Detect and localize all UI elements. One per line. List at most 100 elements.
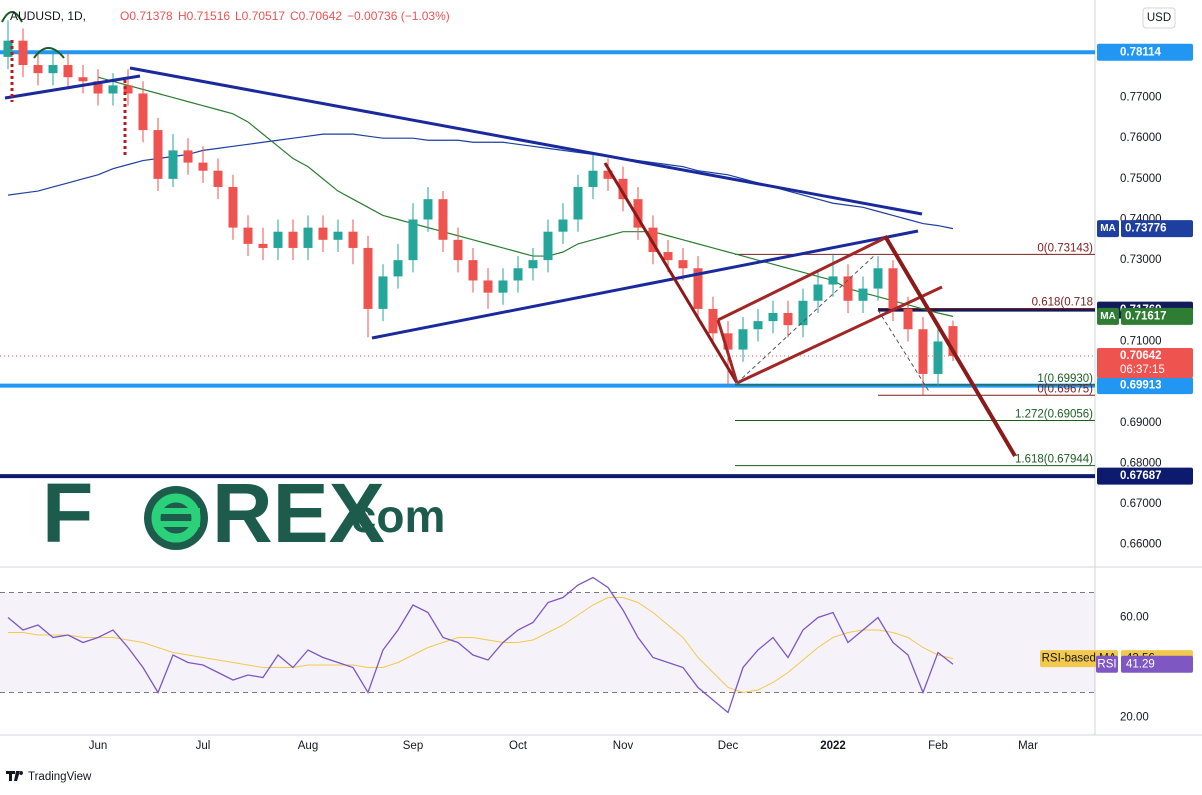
y-tick-label: 0.69000 [1120,417,1162,429]
currency[interactable]: USD [1147,12,1171,24]
candle-body [783,312,793,326]
candle-body [558,219,568,232]
fib-label: 0(0.69675) [1037,383,1093,395]
level-label: 0.78114 [1120,46,1162,58]
candle-body [603,170,613,179]
level-label-box [1097,467,1193,485]
ma-value-box [1121,220,1193,238]
x-tick-label: Jun [89,740,108,752]
candle-body [528,260,538,269]
y-tick-label: 0.73000 [1120,254,1162,266]
candle-body [258,243,268,248]
logo-text: REX [212,466,385,560]
rsi-line [7,576,954,714]
logo-coin-ring [151,493,201,543]
fib-label: 1(0.69930) [1037,373,1093,385]
drawings [1,11,1017,458]
ma-name-box [1097,220,1119,238]
candle-body [918,329,928,374]
candle-body [828,276,838,285]
rsi-name-box [1096,655,1118,673]
candle-body [858,288,868,301]
tv-icon [6,771,24,781]
candle-body [843,276,853,301]
countdown: 06:37:15 [1120,364,1165,376]
candle-body [873,268,883,289]
candle-body [933,341,943,374]
logo-letter: F [42,466,93,560]
ma-value-box [1121,307,1193,325]
candle-body [183,150,193,163]
candle-body [513,268,523,281]
fib-label: 0(0.73143) [1037,242,1093,254]
x-tick-label: Sep [403,740,423,752]
candle-body [273,231,283,248]
arc [1,11,23,23]
candle-body [798,300,808,326]
candle-body [453,239,463,261]
candle-body [498,280,508,293]
candle-body [48,65,58,74]
channel-line [717,236,886,322]
candle-body [633,199,643,228]
ma-value: 0.71617 [1125,310,1167,322]
candle-body [198,162,208,171]
candle-body [303,227,313,248]
x-tick-label: Mar [1018,740,1038,752]
x-tick-label: Dec [718,740,739,752]
trend-line [371,229,919,340]
x-tick-label: Aug [298,740,318,752]
candle-body [438,199,448,240]
ma-name: MA [1100,223,1116,234]
candle-body [378,276,388,309]
price-label-box [1097,347,1193,378]
ohlc-change: −0.00736 (−1.03%) [347,9,450,23]
candle-body [228,186,238,228]
logo-coin-bar [160,508,200,514]
level-label-box [1097,377,1193,395]
rsi-tick-label: 60.00 [1120,612,1149,624]
candle-body [708,308,718,334]
candle-body [693,268,703,309]
currency-box[interactable] [1142,7,1176,29]
fib-label: 1.272(0.69056) [1015,408,1093,420]
trend-line [603,162,739,384]
arc [33,47,65,59]
candle-body [468,260,478,281]
level-label-box [1097,43,1193,61]
channel-line [716,319,739,384]
ohlc-low: L0.70517 [235,9,285,23]
candle-body [363,247,373,309]
candle-body [93,81,103,94]
branding[interactable]: TradingView [28,771,92,783]
rsi-line [8,597,954,694]
rsi-value-box [1121,655,1193,673]
plot: 0(0.73143) 0.618(0.718 1(0.69930)0(0.69675… [0,20,1095,714]
x-tick-label: Oct [509,740,528,752]
candle-body [108,85,118,94]
candle-body [888,268,898,309]
candle-body [903,308,913,330]
ma-name-box [1097,307,1119,325]
y-tick-label: 0.75000 [1120,173,1162,185]
candle-body [648,227,658,253]
y-tick-label: 0.67000 [1120,498,1162,510]
y-tick-label: 0.71000 [1120,335,1162,347]
candle-body [663,252,673,261]
rsi-band [0,592,1095,693]
ohlc-close: C0.70642 [290,9,342,23]
fib-connector [877,309,931,394]
rsi-tick-label: 20.00 [1120,712,1149,724]
level-label: 0.67687 [1120,470,1162,482]
candle-body [213,170,223,187]
x-tick-label: 2022 [820,740,846,752]
candle-body [333,231,343,240]
y-tick-label: 0.68000 [1120,457,1162,469]
candle-body [288,231,298,248]
candle-body [138,93,148,131]
trend-line [4,74,141,100]
fib-label: 0.618(0.718 [1032,297,1093,309]
ma-name: MA [1100,311,1116,322]
candle-body [813,284,823,301]
